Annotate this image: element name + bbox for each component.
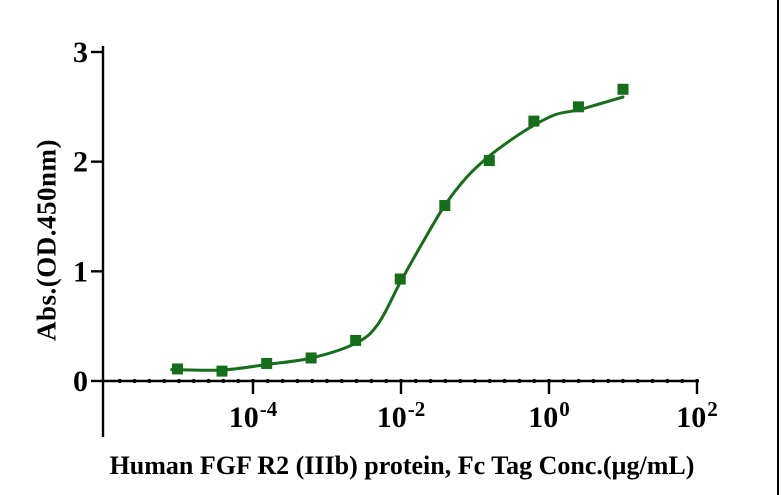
y-tick-label: 3 [73,36,88,69]
x-minor-tick [384,378,389,384]
x-minor-tick [472,378,478,384]
data-point [439,200,451,212]
x-minor-tick [280,378,285,384]
x-tick-label: 10-2 [377,397,426,434]
y-axis-title: Abs.(OD.450nm) [31,138,62,342]
x-minor-tick [487,378,492,384]
y-tick-label: 0 [73,365,88,398]
data-point [216,365,228,377]
x-minor-tick [502,378,507,384]
x-minor-tick [665,378,670,384]
x-minor-tick [162,378,167,384]
data-point [171,363,183,375]
x-tick-label: 102 [676,397,718,434]
x-minor-tick [310,378,315,384]
fit-curve [170,95,625,372]
y-tick-label: 1 [73,255,88,288]
x-minor-tick [132,378,137,384]
x-minor-tick [354,378,359,384]
x-minor-tick [117,378,122,384]
x-axis-title: Human FGF R2 (IIIb) protein, Fc Tag Conc… [109,451,695,480]
x-minor-tick [295,378,300,384]
x-minor-tick [191,378,196,384]
y-tick-label: 2 [73,146,88,179]
x-tick-label: 10-4 [229,397,278,434]
x-minor-tick [635,378,640,384]
x-minor-tick [532,378,537,384]
x-minor-tick [369,378,374,384]
x-minor-tick [324,378,330,384]
data-point [528,115,540,127]
x-minor-tick [650,378,655,384]
x-minor-tick [221,378,226,384]
data-point [350,334,362,346]
x-minor-tick [206,378,211,384]
data-point [261,357,273,369]
x-minor-tick [147,378,152,384]
x-minor-tick [517,378,522,384]
x-minor-tick [458,378,463,384]
data-point [305,352,317,364]
data-point [394,273,406,285]
x-minor-tick [339,378,344,384]
data-point [483,155,495,167]
x-minor-tick [606,378,611,384]
x-minor-tick [680,378,685,384]
data-point [617,83,629,95]
x-minor-tick [428,378,433,384]
x-minor-tick [576,378,581,384]
frame-border-right-line [777,0,779,495]
x-minor-tick [236,378,241,384]
x-minor-tick [591,378,596,384]
x-minor-tick [443,378,448,384]
x-minor-tick [176,378,182,384]
x-tick-label: 100 [528,397,570,434]
data-point [572,101,584,113]
x-minor-tick [620,378,626,384]
x-minor-tick [265,378,270,384]
x-minor-tick [413,378,418,384]
x-minor-tick [561,378,566,384]
